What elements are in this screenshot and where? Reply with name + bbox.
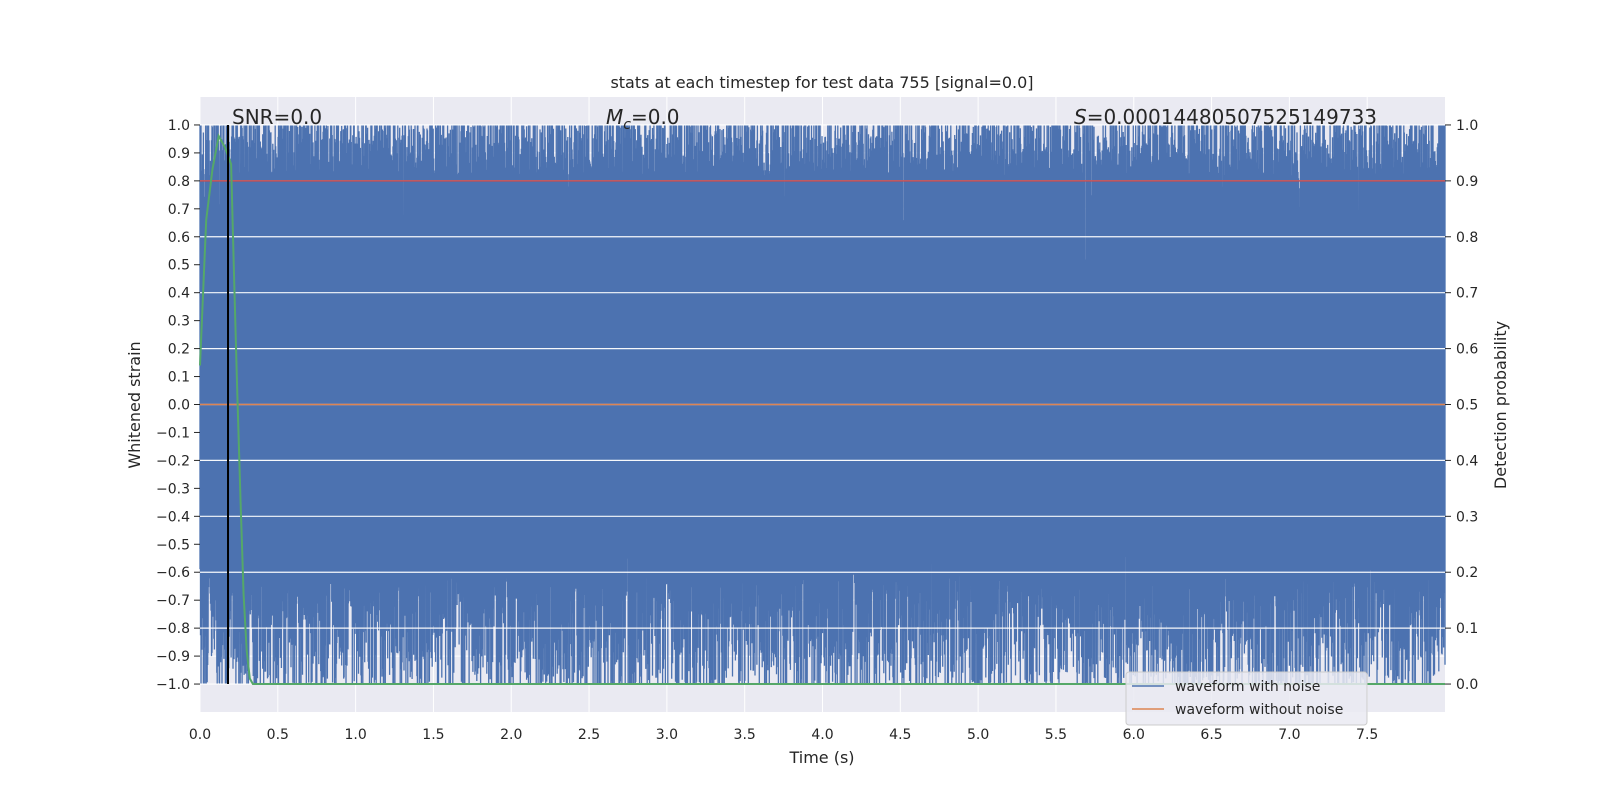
y-tick-label: −0.2 xyxy=(156,453,190,469)
y-tick-label: −1.0 xyxy=(156,677,190,693)
y-tick-label: −0.4 xyxy=(156,509,190,525)
y-tick-labels: 1.0 0.9 0.8 0.7 0.6 0.5 0.4 0.3 0.2 0.1 0.0 −0.1 −0.… xyxy=(156,118,200,693)
y2-tick-label: 1.0 xyxy=(1456,118,1478,134)
mc-subscript: c xyxy=(623,117,631,133)
y-tick-label: −0.5 xyxy=(156,537,190,553)
y2-tick-labels: 1.0 0.9 0.8 0.7 0.6 0.5 0.4 0.3 0.2 0.1 0.0 xyxy=(1445,118,1478,693)
y-tick-label: 0.0 xyxy=(168,398,190,414)
y-tick-label: 0.1 xyxy=(168,370,190,386)
y-tick-label: 0.4 xyxy=(168,286,190,302)
y-tick-label: 0.3 xyxy=(168,314,190,330)
legend-label-clean: waveform without noise xyxy=(1175,702,1343,718)
svg-text:Mc=0.0: Mc=0.0 xyxy=(606,105,680,133)
s-annotation: S=0.00014480507525149733 xyxy=(1074,105,1377,129)
x-tick-label: 5.0 xyxy=(967,727,989,743)
noisy-waveform-series xyxy=(199,124,1446,685)
y2-tick-label: 0.9 xyxy=(1456,174,1478,190)
y2-tick-label: 0.4 xyxy=(1456,453,1478,469)
x-tick-label: 4.0 xyxy=(811,727,833,743)
x-tick-label: 5.5 xyxy=(1045,727,1067,743)
legend-label-noisy: waveform with noise xyxy=(1175,679,1320,695)
x-tick-label: 3.5 xyxy=(734,727,756,743)
x-tick-label: 1.5 xyxy=(422,727,444,743)
x-tick-label: 7.0 xyxy=(1278,727,1300,743)
y-tick-label: 0.7 xyxy=(168,202,190,218)
snr-value: 0.0 xyxy=(290,105,322,129)
y-tick-label: 1.0 xyxy=(168,118,190,134)
mc-value: =0.0 xyxy=(631,105,680,129)
chirp-mass-annotation: Mc=0.0 xyxy=(606,105,680,133)
y2-tick-label: 0.7 xyxy=(1456,286,1478,302)
y2-axis-label: Detection probability xyxy=(1491,321,1510,489)
x-tick-label: 0.5 xyxy=(267,727,289,743)
y2-tick-label: 0.2 xyxy=(1456,565,1478,581)
svg-text:S=0.00014480507525149733: S=0.00014480507525149733 xyxy=(1074,105,1377,129)
svg-text:SNR=0.0: SNR=0.0 xyxy=(232,105,322,129)
snr-label: SNR= xyxy=(232,105,290,129)
y-tick-label: 0.9 xyxy=(168,146,190,162)
x-tick-label: 2.5 xyxy=(578,727,600,743)
probability-line xyxy=(199,133,1445,685)
noisy-waveform-line xyxy=(199,124,1446,685)
x-tick-label: 2.0 xyxy=(500,727,522,743)
x-tick-label: 7.5 xyxy=(1356,727,1378,743)
x-tick-labels: 0.0 0.5 1.0 1.5 2.0 2.5 3.0 3.5 4.0 4.5 5.0 5.5 6.0 6… xyxy=(189,727,1378,743)
mc-symbol: M xyxy=(606,105,623,129)
probability-series xyxy=(199,133,1445,685)
x-tick-label: 3.0 xyxy=(656,727,678,743)
y-tick-label: −0.1 xyxy=(156,425,190,441)
y2-tick-label: 0.5 xyxy=(1456,398,1478,414)
y2-tick-label: 0.0 xyxy=(1456,677,1478,693)
y-tick-label: 0.6 xyxy=(168,230,190,246)
y-tick-label: −0.9 xyxy=(156,649,190,665)
y2-tick-label: 0.3 xyxy=(1456,509,1478,525)
x-tick-label: 6.5 xyxy=(1200,727,1222,743)
s-symbol: S xyxy=(1074,105,1087,129)
x-tick-label: 4.5 xyxy=(889,727,911,743)
x-axis-label: Time (s) xyxy=(788,748,854,767)
y-tick-label: −0.7 xyxy=(156,593,190,609)
y2-tick-label: 0.1 xyxy=(1456,621,1478,637)
y-tick-label: 0.2 xyxy=(168,342,190,358)
y-tick-label: −0.3 xyxy=(156,481,190,497)
x-tick-label: 6.0 xyxy=(1123,727,1145,743)
x-tick-label: 1.0 xyxy=(344,727,366,743)
snr-annotation: SNR=0.0 xyxy=(232,105,322,129)
y2-tick-label: 0.6 xyxy=(1456,342,1478,358)
s-value: =0.00014480507525149733 xyxy=(1087,105,1377,129)
y-tick-label: −0.6 xyxy=(156,565,190,581)
y2-tick-label: 0.8 xyxy=(1456,230,1478,246)
legend: waveform with noise waveform without noi… xyxy=(1125,671,1368,726)
y-tick-label: 0.8 xyxy=(168,174,190,190)
x-tick-label: 0.0 xyxy=(189,727,211,743)
y-tick-label: 0.5 xyxy=(168,258,190,274)
legend-box xyxy=(1125,671,1368,726)
y-axis-label: Whitened strain xyxy=(125,341,144,468)
chart-title: stats at each timestep for test data 755… xyxy=(610,73,1033,92)
y-tick-label: −0.8 xyxy=(156,621,190,637)
